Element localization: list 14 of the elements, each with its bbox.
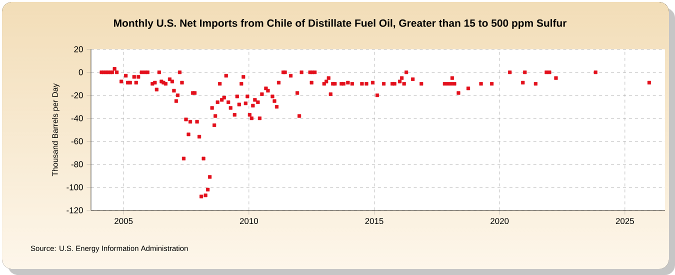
y-tick-label: -60 xyxy=(71,138,83,144)
y-tick-label: 0 xyxy=(78,69,83,76)
y-tick-label: 20 xyxy=(74,46,83,52)
y-tick-label: -80 xyxy=(71,161,83,168)
x-tick-label: 2005 xyxy=(114,218,133,224)
y-tick-label: -40 xyxy=(71,115,83,122)
chart-title: Monthly U.S. Net Imports from Chile of Distillate Fuel Oil, Greater than 15 to 500 ppm Sulfur xyxy=(114,19,567,29)
y-tick-label: -100 xyxy=(66,184,83,190)
x-tick-label: 2010 xyxy=(240,218,258,224)
x-tick-label: 2025 xyxy=(616,218,634,224)
y-tick-label: -120 xyxy=(66,207,83,214)
y-tick-label: -20 xyxy=(71,92,83,98)
x-tick-label: 2020 xyxy=(490,218,509,224)
x-tick-label: 2015 xyxy=(365,218,384,224)
